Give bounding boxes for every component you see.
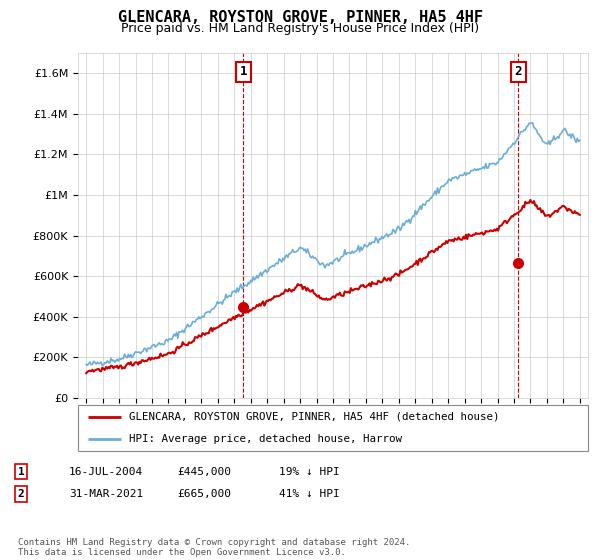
Text: 16-JUL-2004: 16-JUL-2004 — [69, 466, 143, 477]
Text: HPI: Average price, detached house, Harrow: HPI: Average price, detached house, Harr… — [129, 434, 402, 444]
Text: 31-MAR-2021: 31-MAR-2021 — [69, 489, 143, 499]
Text: 19% ↓ HPI: 19% ↓ HPI — [279, 466, 340, 477]
Text: Contains HM Land Registry data © Crown copyright and database right 2024.
This d: Contains HM Land Registry data © Crown c… — [18, 538, 410, 557]
Text: 41% ↓ HPI: 41% ↓ HPI — [279, 489, 340, 499]
Text: 1: 1 — [239, 66, 247, 78]
Text: GLENCARA, ROYSTON GROVE, PINNER, HA5 4HF: GLENCARA, ROYSTON GROVE, PINNER, HA5 4HF — [118, 10, 482, 25]
Text: Price paid vs. HM Land Registry's House Price Index (HPI): Price paid vs. HM Land Registry's House … — [121, 22, 479, 35]
Text: 1: 1 — [17, 466, 25, 477]
Text: GLENCARA, ROYSTON GROVE, PINNER, HA5 4HF (detached house): GLENCARA, ROYSTON GROVE, PINNER, HA5 4HF… — [129, 412, 499, 422]
Text: £445,000: £445,000 — [177, 466, 231, 477]
Text: £665,000: £665,000 — [177, 489, 231, 499]
Text: 2: 2 — [514, 66, 522, 78]
Text: 2: 2 — [17, 489, 25, 499]
